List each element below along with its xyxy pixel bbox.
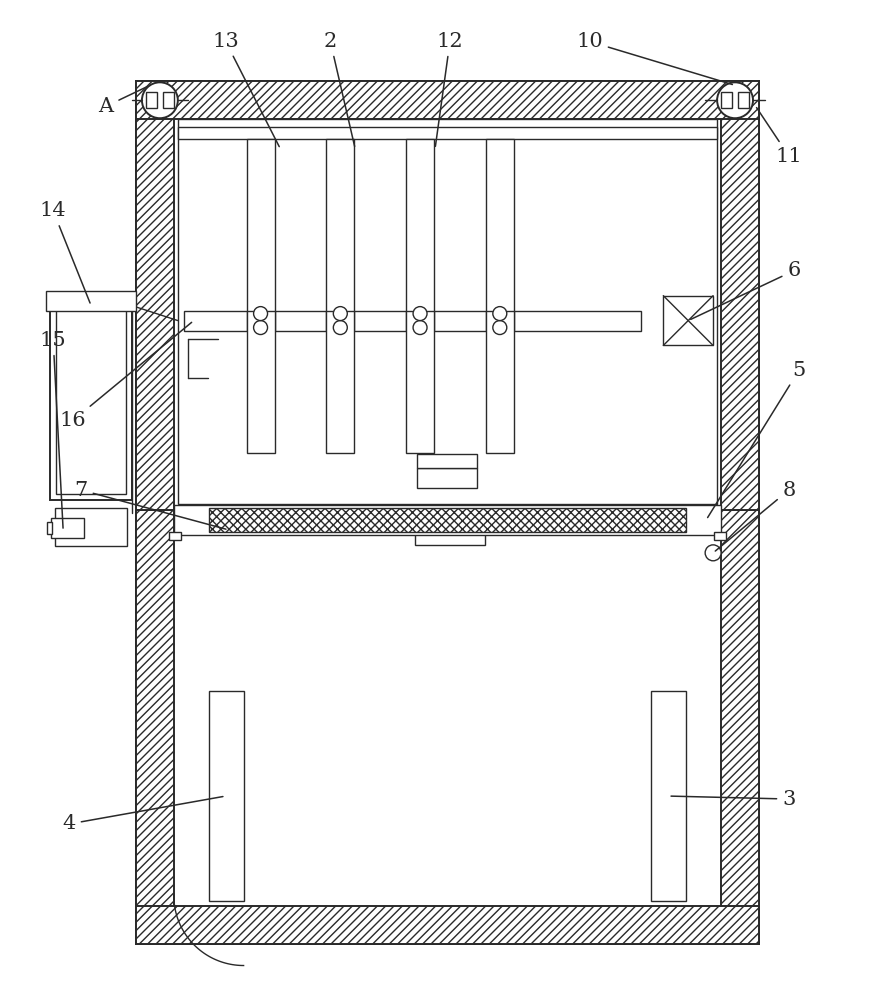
Bar [136,81,173,510]
Bar [50,301,132,500]
Bar [417,454,477,468]
Bar [169,532,180,540]
Bar [738,92,749,108]
Bar [327,139,354,331]
Text: 16: 16 [60,322,192,430]
Text: 15: 15 [40,331,67,528]
Bar [327,311,354,453]
Bar [415,512,484,530]
Text: 6: 6 [690,261,801,319]
Bar [486,311,513,453]
Bar [247,311,274,453]
Text: 3: 3 [671,790,795,809]
Bar [652,691,686,901]
Text: 8: 8 [716,481,795,551]
Text: 7: 7 [74,481,226,529]
Bar [136,81,759,510]
Bar [51,518,83,538]
Bar [417,468,477,488]
Text: 11: 11 [757,108,802,166]
Circle shape [493,307,507,321]
Bar [184,311,641,331]
Text: 12: 12 [435,32,463,146]
Bar [46,291,136,311]
Bar [415,529,484,545]
Bar [486,139,513,331]
Bar [208,691,244,901]
Circle shape [253,321,267,335]
Bar [663,296,713,345]
Circle shape [413,307,427,321]
Bar [178,119,717,504]
Bar [406,139,434,331]
Bar [721,92,732,108]
Bar [56,307,126,494]
Bar [247,139,274,331]
Circle shape [253,307,267,321]
Bar [163,92,173,108]
Bar [406,311,434,453]
Bar [146,92,157,108]
Circle shape [493,321,507,335]
Bar [136,906,759,944]
Bar [721,81,759,510]
Text: 13: 13 [212,32,279,147]
Bar [47,522,53,534]
Bar [178,127,717,139]
Text: 14: 14 [40,201,90,303]
Text: A: A [98,87,147,116]
Text: 4: 4 [62,797,223,833]
Text: 2: 2 [324,32,355,146]
Bar [136,510,173,944]
Circle shape [413,321,427,335]
Circle shape [334,307,347,321]
Bar [714,532,726,540]
Text: 10: 10 [576,32,732,85]
Bar [55,508,127,546]
Bar [173,505,721,535]
Circle shape [334,321,347,335]
Circle shape [717,82,753,118]
Bar [136,510,759,944]
Bar [208,508,686,532]
Circle shape [142,82,178,118]
Bar [136,81,759,119]
Circle shape [705,545,721,561]
Text: 5: 5 [708,361,805,518]
Bar [721,510,759,944]
